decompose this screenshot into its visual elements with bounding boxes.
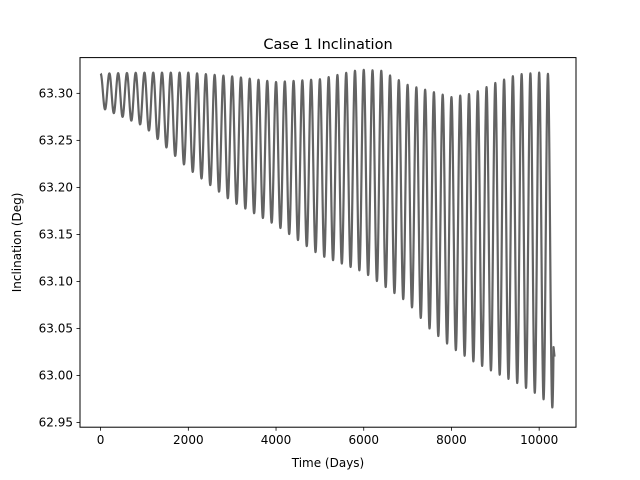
y-tick-label: 62.95 [39,416,73,430]
y-tick-label: 63.30 [39,87,73,101]
x-tick-label: 4000 [261,433,292,447]
x-tick-label: 6000 [348,433,379,447]
y-axis: 62.95 63.00 63.05 63.10 63.15 63.20 63.25 63.30 [39,87,80,430]
y-tick-label: 63.10 [39,275,73,289]
x-axis-label: Time (Days) [291,456,365,470]
y-tick-label: 63.25 [39,134,73,148]
x-tick-label: 8000 [436,433,467,447]
x-axis: 0 2000 4000 6000 8000 10000 [97,427,558,447]
series-layer [99,68,556,409]
y-axis-label: Inclination (Deg) [10,193,24,293]
y-tick-label: 63.00 [39,369,73,383]
y-tick-label: 63.05 [39,322,73,336]
x-tick-label: 10000 [520,433,558,447]
x-tick-label: 2000 [173,433,204,447]
chart-title: Case 1 Inclination [263,37,392,53]
x-tick-label: 0 [97,433,105,447]
y-tick-label: 63.20 [39,181,73,195]
series-line-0 [99,68,556,409]
plot-area-frame [79,57,577,428]
y-tick-label: 63.15 [39,228,73,242]
